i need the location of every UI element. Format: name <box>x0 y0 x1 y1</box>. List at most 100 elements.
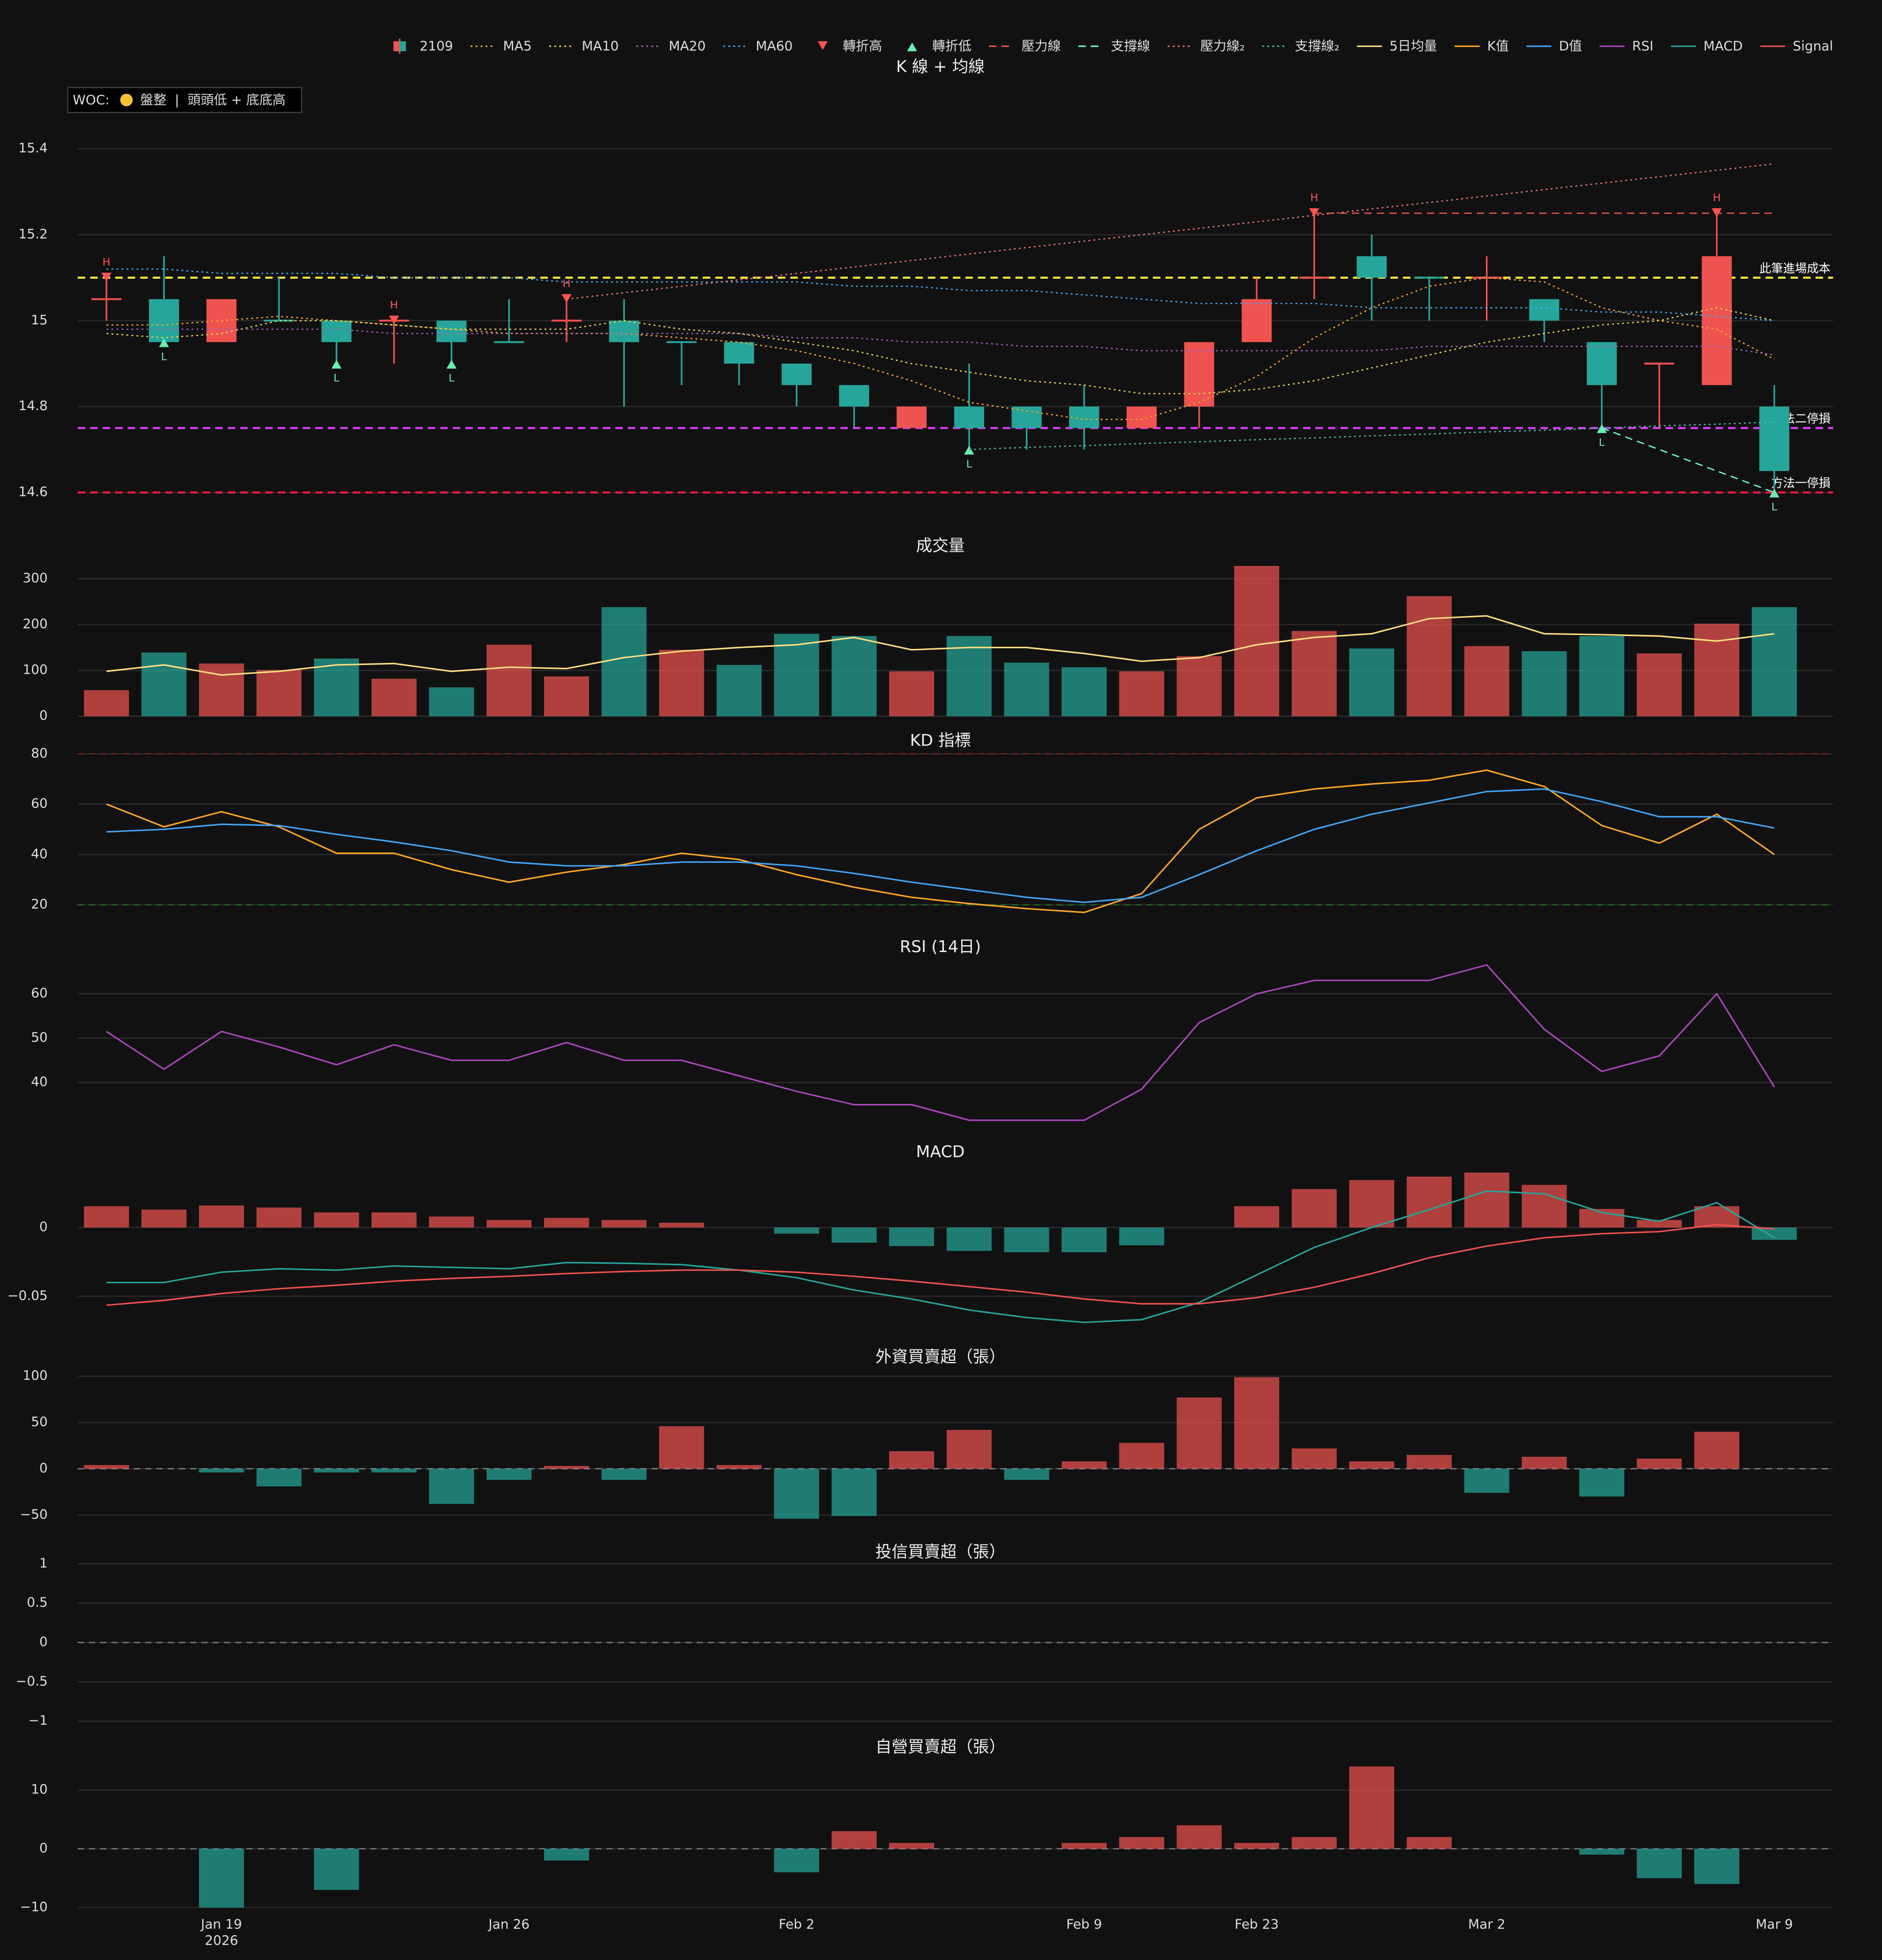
bar <box>544 676 589 716</box>
candle-body <box>1126 406 1157 428</box>
y-tick-label: 200 <box>23 616 48 632</box>
y-tick-label: 14.6 <box>19 485 48 500</box>
legend-item: 壓力線₂ <box>1167 39 1245 54</box>
y-tick-label: −0.5 <box>16 1674 48 1689</box>
x-tick-label: Jan 19 <box>200 1917 242 1932</box>
legend-label: 轉折低 <box>932 39 971 54</box>
bar <box>486 1220 532 1228</box>
bar <box>1349 1766 1394 1849</box>
turning-marker <box>389 316 399 325</box>
candle-body <box>264 319 294 322</box>
turning-marker <box>964 445 974 455</box>
bar <box>1636 653 1682 716</box>
y-tick-label: 0 <box>39 1635 48 1650</box>
marker-label: L <box>448 372 454 385</box>
legend-label: MA20 <box>669 39 705 54</box>
legend-label: Signal <box>1793 39 1833 54</box>
y-tick-label: 0 <box>39 1220 48 1235</box>
candle-body <box>1299 276 1330 279</box>
y-tick-label: 40 <box>31 846 48 861</box>
legend-item: Signal <box>1760 39 1833 54</box>
y-tick-label: 60 <box>31 986 48 1001</box>
bar <box>1291 1189 1337 1228</box>
bar <box>429 687 474 716</box>
legend-item: MACD <box>1671 39 1743 54</box>
candle-body <box>839 385 869 407</box>
marker-label: H <box>1310 192 1318 204</box>
marker-label: H <box>102 256 110 269</box>
candle-body <box>1586 342 1617 385</box>
bar <box>84 1465 129 1469</box>
y-tick-label: −10 <box>20 1899 48 1914</box>
hline-label: 方法一停損 <box>1771 476 1831 490</box>
y-tick-label: 0.5 <box>27 1595 48 1610</box>
legend-label: MA10 <box>582 39 619 54</box>
annotation: WOC: 盤整 | 頭頭低 + 底底高 <box>67 87 302 113</box>
legend-label: 轉折高 <box>842 39 882 54</box>
candle-body <box>1357 256 1387 278</box>
bar <box>1407 1837 1452 1849</box>
legend-symbol <box>907 42 917 51</box>
bar <box>1176 1825 1222 1849</box>
candle-body <box>1529 299 1560 321</box>
legend-item: MA60 <box>723 39 792 54</box>
legend-label: K值 <box>1487 39 1509 54</box>
legend-label: MACD <box>1704 39 1743 54</box>
line-series <box>106 615 1775 676</box>
bar <box>1636 1848 1682 1878</box>
bar <box>544 1466 589 1469</box>
marker-label: L <box>1599 437 1605 449</box>
bar <box>1349 648 1394 716</box>
bar <box>774 634 819 716</box>
bar <box>1521 1456 1567 1469</box>
bar <box>1464 646 1510 716</box>
bar <box>1752 607 1797 716</box>
bar <box>141 652 187 716</box>
line-series <box>106 769 1775 913</box>
legend-item: 支撐線 <box>1078 39 1150 54</box>
marker-label: H <box>390 299 398 312</box>
x-tick-label: Feb 9 <box>1066 1917 1102 1932</box>
bar <box>1234 565 1280 716</box>
y-tick-label: 100 <box>23 662 48 678</box>
bar <box>889 1227 934 1246</box>
line-series <box>106 277 1775 420</box>
bar <box>1004 1469 1049 1480</box>
legend-item: 轉折低 <box>907 39 971 54</box>
bar <box>84 690 129 716</box>
bar <box>371 1469 417 1473</box>
bar <box>256 1469 302 1487</box>
bar <box>1694 1431 1739 1469</box>
bar <box>1062 667 1107 716</box>
bar <box>371 1212 417 1228</box>
bar <box>659 1223 704 1228</box>
bar <box>1407 1176 1452 1228</box>
turning-marker <box>159 338 169 347</box>
bar <box>1579 636 1625 716</box>
x-tick-label: Mar 2 <box>1468 1917 1505 1932</box>
line-series <box>106 788 1775 904</box>
bar <box>659 650 704 716</box>
panel-title: MACD <box>916 1142 965 1161</box>
candle-body <box>1702 256 1732 385</box>
y-tick-label: 15.2 <box>19 226 48 242</box>
candle-body <box>551 319 582 322</box>
candle-body <box>494 341 524 343</box>
candle-body <box>436 320 467 343</box>
y-tick-label: 100 <box>23 1368 48 1383</box>
bar <box>889 671 934 716</box>
bar <box>831 636 877 716</box>
x-tick-label: Feb 23 <box>1235 1917 1279 1932</box>
y-tick-label: 50 <box>31 1030 48 1045</box>
bar <box>717 664 762 716</box>
line-series <box>106 1190 1775 1323</box>
bar <box>1407 596 1452 716</box>
bar <box>1291 1448 1337 1469</box>
bar <box>198 1469 244 1473</box>
bar <box>1464 1469 1510 1493</box>
bar <box>1119 1837 1164 1849</box>
annotation-label: WOC: <box>73 93 109 108</box>
bar <box>198 663 244 716</box>
bar <box>1521 1185 1567 1228</box>
legend: 2109 MA5 MA10 MA20 MA60 轉折高 轉折低 壓力線 支撐線 壓力線₂ 支撐線₂ 5… <box>393 39 1833 54</box>
